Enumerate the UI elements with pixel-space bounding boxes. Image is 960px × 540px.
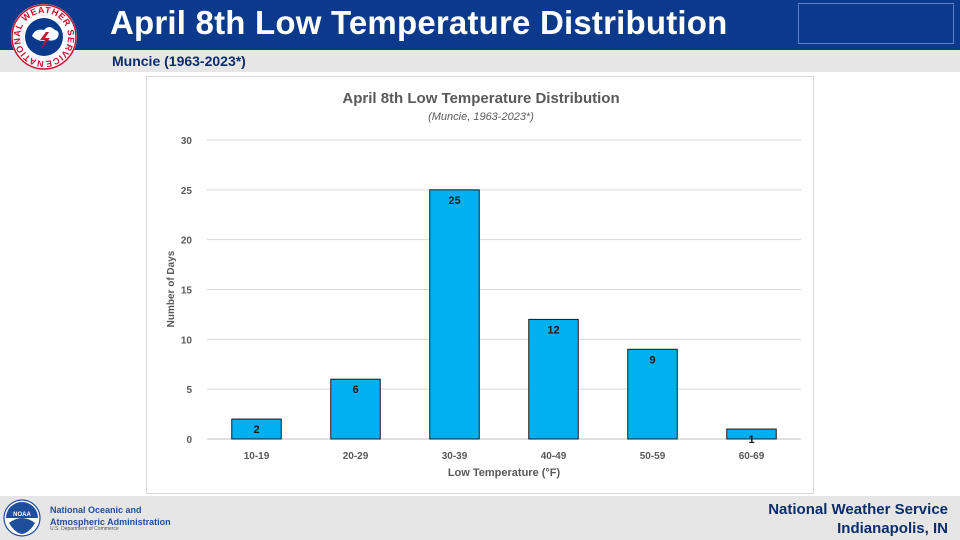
x-tick-label: 20-29 bbox=[343, 451, 369, 462]
y-tick-label: 15 bbox=[181, 286, 193, 297]
y-tick-label: 20 bbox=[181, 236, 193, 247]
office-line1: National Weather Service bbox=[768, 501, 948, 518]
chart-svg: April 8th Low Temperature Distribution (… bbox=[166, 90, 801, 479]
x-tick-label: 10-19 bbox=[244, 451, 270, 462]
noaa-agency-name: National Oceanic and Atmospheric Adminis… bbox=[50, 504, 171, 528]
data-label: 1 bbox=[748, 434, 754, 446]
bar-50-59 bbox=[627, 348, 678, 440]
chart-title: April 8th Low Temperature Distribution bbox=[342, 90, 619, 107]
nws-logo-icon: NATIONAL WEATHER SERVICE bbox=[11, 4, 77, 70]
office-line2: Indianapolis, IN bbox=[837, 520, 948, 537]
y-tick-label: 10 bbox=[181, 335, 193, 346]
chart-frame: April 8th Low Temperature Distribution (… bbox=[146, 76, 814, 494]
bar-60-69 bbox=[726, 428, 777, 440]
x-tick-label: 30-39 bbox=[442, 451, 468, 462]
x-tick-label: 40-49 bbox=[541, 451, 567, 462]
data-label: 9 bbox=[649, 354, 655, 366]
x-tick-label: 50-59 bbox=[640, 451, 666, 462]
y-tick-label: 0 bbox=[186, 435, 192, 446]
noaa-agency-line1: National Oceanic and bbox=[50, 505, 142, 515]
bar-20-29 bbox=[330, 378, 381, 440]
bar-40-49 bbox=[528, 318, 579, 440]
y-tick-label: 30 bbox=[181, 136, 193, 147]
y-tick-label: 25 bbox=[181, 186, 193, 197]
subheader-bar: Muncie (1963-2023*) bbox=[0, 50, 960, 72]
noaa-department: U.S. Department of Commerce bbox=[50, 526, 119, 532]
noaa-logo-icon: NOAA bbox=[3, 499, 41, 537]
noaa-agency-line2: Atmospheric Administration bbox=[50, 517, 171, 527]
y-axis-label: Number of Days bbox=[166, 250, 177, 327]
header-placeholder-box bbox=[798, 3, 954, 44]
page-title: April 8th Low Temperature Distribution bbox=[110, 4, 728, 41]
x-tick-label: 60-69 bbox=[739, 451, 765, 462]
office-name: National Weather Service Indianapolis, I… bbox=[768, 500, 948, 538]
bar-30-39 bbox=[429, 189, 480, 440]
y-tick-label: 5 bbox=[186, 385, 192, 396]
data-label: 25 bbox=[448, 195, 460, 207]
header-bar: April 8th Low Temperature Distribution bbox=[0, 0, 960, 50]
data-label: 2 bbox=[253, 424, 259, 436]
data-label: 6 bbox=[352, 384, 358, 396]
bar-10-19 bbox=[231, 418, 282, 440]
page-subtitle: Muncie (1963-2023*) bbox=[112, 53, 246, 69]
footer-bar: NOAA National Oceanic and Atmospheric Ad… bbox=[0, 496, 960, 540]
data-label: 12 bbox=[547, 324, 559, 336]
x-axis-label: Low Temperature (°F) bbox=[448, 467, 561, 479]
noaa-badge-text: NOAA bbox=[13, 512, 31, 518]
chart-subtitle: (Muncie, 1963-2023*) bbox=[428, 111, 534, 123]
